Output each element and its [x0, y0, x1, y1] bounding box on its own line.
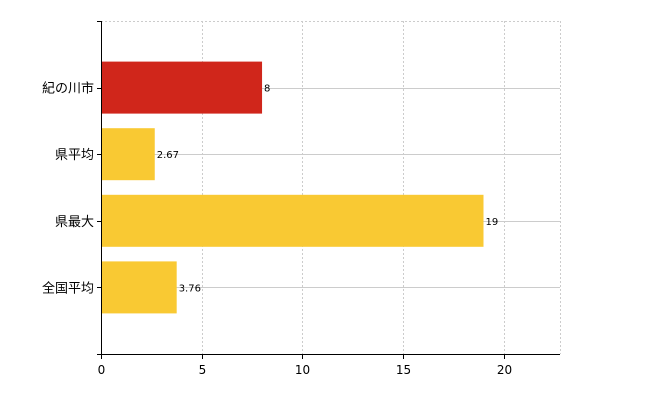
- bar-1: [101, 128, 155, 181]
- data-label-2: 19: [486, 217, 499, 228]
- data-label-3: 3.76: [179, 283, 201, 294]
- data-label-0: 8: [264, 84, 270, 95]
- axes: [97, 21, 560, 359]
- bar-2: [101, 194, 484, 247]
- x-tick-label-5: 5: [199, 363, 207, 377]
- category-label-0: 紀の川市: [42, 81, 94, 97]
- category-label-2: 県最大: [55, 215, 94, 230]
- category-label-1: 県平均: [55, 148, 94, 163]
- data-label-1: 2.67: [157, 150, 179, 161]
- category-label-3: 全国平均: [42, 280, 94, 296]
- x-tick-label-0: 0: [98, 363, 106, 377]
- bar-0: [101, 61, 263, 114]
- x-tick-label-15: 15: [396, 363, 411, 377]
- bar-3: [101, 261, 177, 314]
- x-tick-label-20: 20: [497, 363, 512, 377]
- bars: [101, 61, 484, 314]
- x-tick-label-10: 10: [295, 363, 310, 377]
